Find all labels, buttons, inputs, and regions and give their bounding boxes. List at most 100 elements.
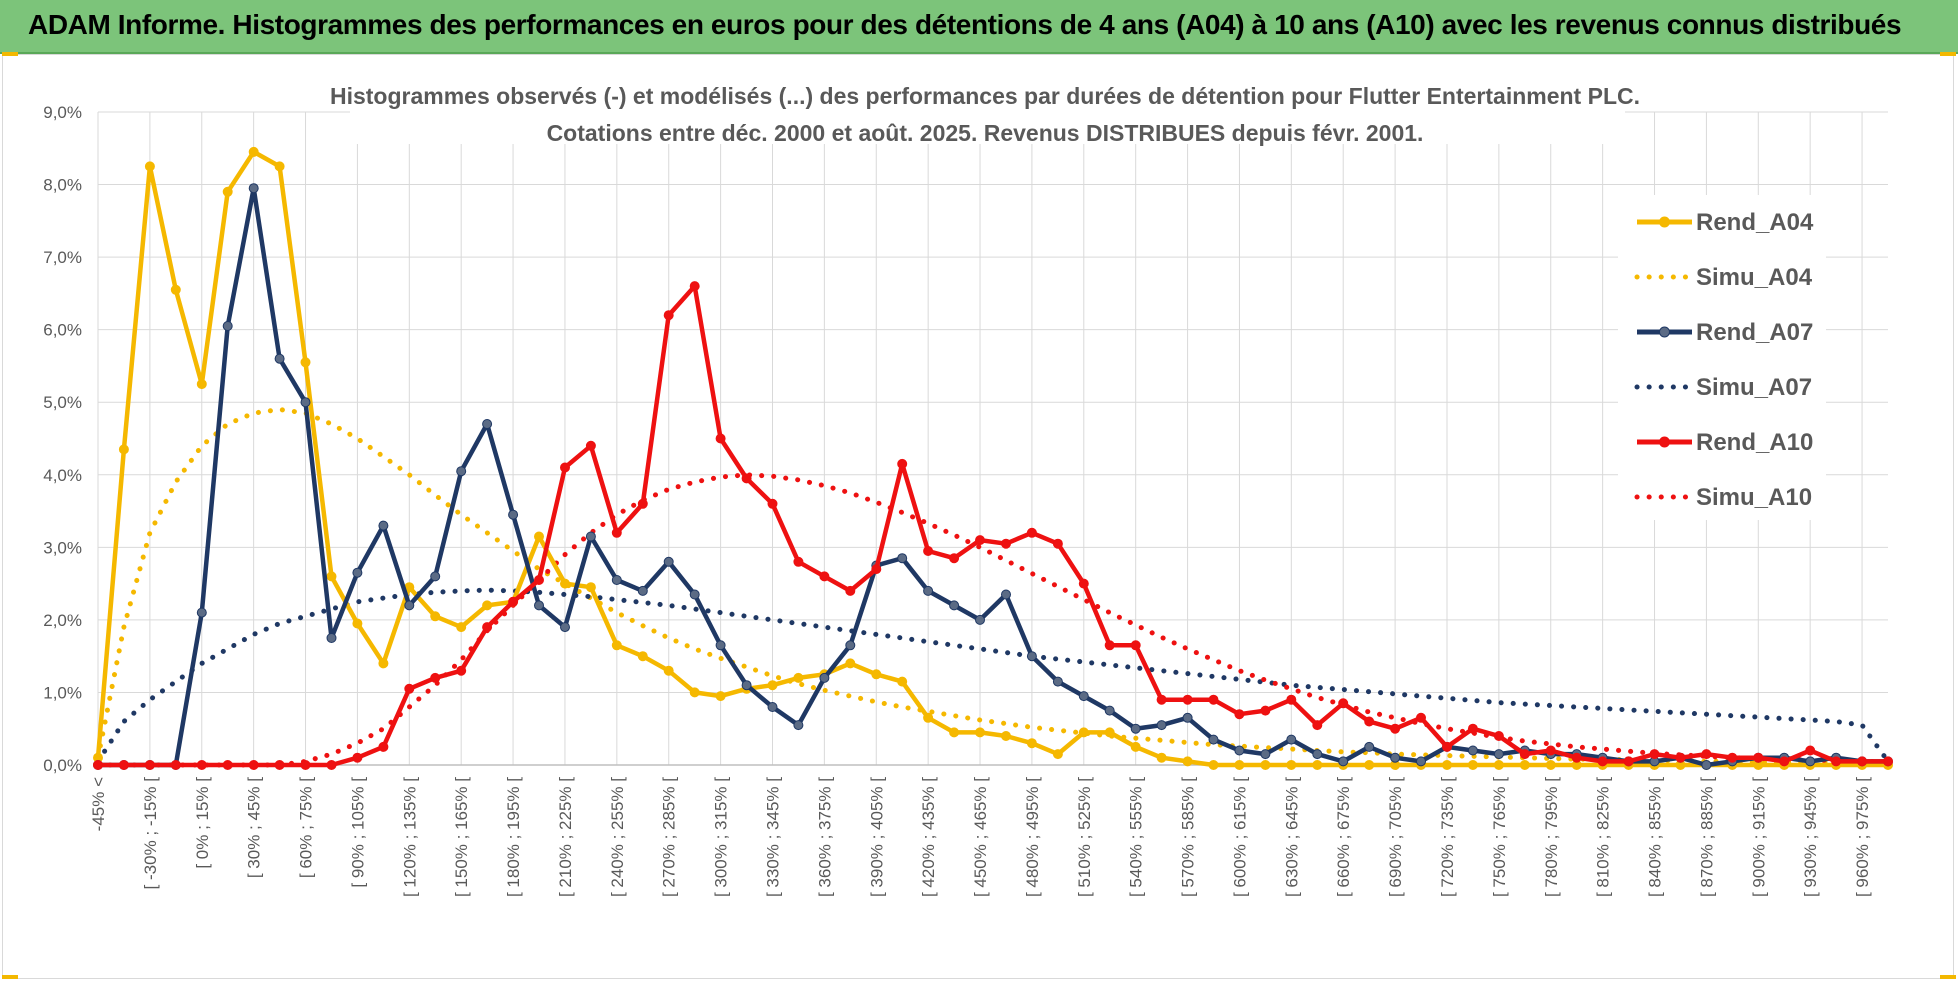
data-point-rend-a07 [1026,651,1037,662]
y-tick-label: 8,0% [43,176,82,195]
data-point-rend-a07 [897,553,908,564]
data-point-rend-a04 [1364,760,1375,770]
chart-title-line-1: Histogrammes observés (-) et modélisés (… [330,83,1640,109]
data-point-rend-a04 [1052,749,1063,760]
data-point-rend-a07 [1805,756,1816,767]
data-point-rend-a04 [611,640,622,651]
data-point-rend-a10 [378,741,389,752]
data-point-rend-a10 [93,760,103,770]
data-point-rend-a10 [1026,527,1037,538]
legend-marker-rend-a10 [1659,436,1670,448]
x-tick-label: [ 930% ; 945% [ [1801,777,1820,897]
x-tick-label: [ 870% ; 885% [ [1697,777,1716,897]
report-title: ADAM Informe. Histogrammes des performan… [28,9,1902,40]
legend-item-simu-a10: Simu_A10 [1634,484,1812,511]
x-tick-label: [ 690% ; 705% [ [1386,777,1405,897]
data-point-rend-a07 [741,680,752,691]
x-tick-label: [ 180% ; 195% [ [504,777,523,897]
data-point-rend-a04 [923,712,934,723]
data-point-rend-a04 [949,727,960,738]
y-tick-label: 9,0% [43,103,82,122]
data-point-rend-a10 [1104,640,1115,651]
data-point-rend-a07 [819,672,830,683]
x-tick-label: [ 0% ; 15% [ [193,777,212,869]
data-point-rend-a07 [326,633,337,643]
legend-item-rend-a10: Rend_A10 [1637,429,1813,456]
data-point-rend-a07 [1364,741,1375,752]
data-point-rend-a07 [637,585,648,596]
x-tick-label: [ 840% ; 855% [ [1646,777,1665,897]
data-point-rend-a04 [456,622,467,633]
data-point-rend-a07 [1493,749,1504,760]
data-point-rend-a10 [1571,752,1582,763]
x-tick-label: [ 240% ; 255% [ [608,777,627,897]
data-point-rend-a10 [326,760,337,770]
data-point-rend-a07 [248,183,259,194]
data-point-rend-a10 [819,571,830,582]
data-point-rend-a04 [767,680,778,691]
data-point-rend-a04 [378,658,389,669]
data-point-rend-a07 [715,640,726,651]
data-point-rend-a04 [1286,760,1297,770]
y-tick-label: 2,0% [43,611,82,630]
data-point-rend-a04 [1182,756,1193,767]
data-point-rend-a04 [482,600,493,611]
legend-item-simu-a07: Simu_A07 [1634,374,1812,401]
y-tick-label: 1,0% [43,683,82,702]
data-point-rend-a04 [1519,760,1530,770]
data-point-rend-a10 [1156,694,1167,705]
data-point-rend-a07 [560,622,570,633]
data-point-rend-a04 [1208,760,1219,770]
data-point-rend-a10 [1416,712,1426,723]
data-point-rend-a10 [1208,694,1219,705]
data-point-rend-a10 [1260,705,1271,716]
data-point-rend-a10 [1519,749,1530,760]
data-point-rend-a10 [611,527,622,538]
data-point-rend-a10 [1597,756,1608,767]
data-point-rend-a10 [274,760,285,770]
data-point-rend-a10 [975,535,985,546]
series-simu-a07 [95,587,1891,764]
chart-frame [2,54,1954,979]
data-point-rend-a10 [456,665,467,676]
data-point-rend-a07 [767,702,778,712]
data-point-rend-a07 [793,720,804,731]
data-point-rend-a07 [1390,752,1401,763]
data-point-rend-a10 [1753,752,1764,763]
data-point-rend-a10 [1286,694,1297,705]
corner-marker-bottom-right [1940,975,1956,979]
data-point-rend-a07 [1312,749,1323,760]
x-tick-label: [ 750% ; 765% [ [1490,777,1509,897]
legend-label-rend-a04: Rend_A04 [1696,209,1814,236]
x-tick-label: [ 90% ; 105% [ [348,777,367,888]
x-tick-label: [ 60% ; 75% [ [297,777,316,878]
data-point-rend-a10 [767,498,778,509]
series-line-simu-a07 [95,587,1891,764]
data-point-rend-a04 [1493,760,1504,770]
data-point-rend-a07 [1130,723,1141,734]
data-point-rend-a10 [1779,756,1790,767]
x-tick-label: [ 330% ; 345% [ [763,777,782,897]
x-tick-label: [ 270% ; 285% [ [660,777,679,897]
x-tick-label: [ 30% ; 45% [ [245,777,264,878]
data-point-rend-a07 [456,466,467,477]
data-point-rend-a04 [222,186,233,197]
data-point-rend-a07 [663,556,674,567]
x-tick-label: [ 390% ; 405% [ [867,777,886,897]
data-point-rend-a07 [534,600,544,611]
data-point-rend-a07 [585,531,596,542]
data-point-rend-a07 [949,600,960,611]
data-point-rend-a07 [1338,756,1349,767]
x-axis-ticks: -45% < [ -30% ; -15% [[ 0% ; 15% [[ 30% ;… [89,777,1872,897]
data-point-rend-a07 [274,353,285,364]
data-point-rend-a07 [404,600,415,611]
data-point-rend-a10 [1442,741,1452,752]
data-point-rend-a07 [222,321,233,331]
x-tick-label: [ 570% ; 585% [ [1179,777,1198,897]
legend-label-simu-a04: Simu_A04 [1696,264,1813,291]
data-point-rend-a07 [1104,705,1115,716]
y-tick-label: 5,0% [43,393,82,412]
data-point-rend-a10 [118,760,129,770]
data-point-rend-a10 [196,760,207,770]
